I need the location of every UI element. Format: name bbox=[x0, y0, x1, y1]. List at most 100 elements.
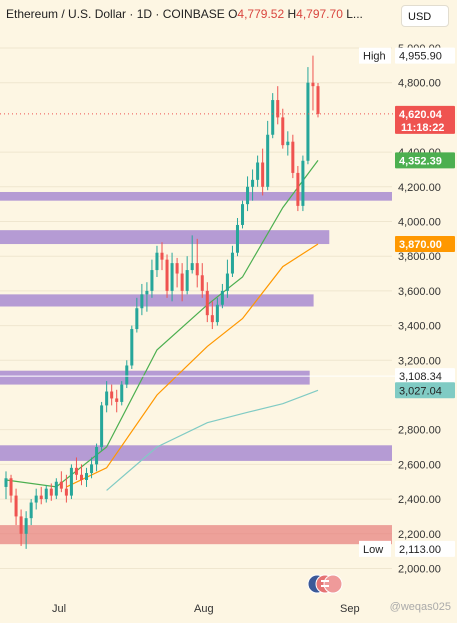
high-badge: 4,955.90 High bbox=[359, 47, 455, 64]
candle bbox=[49, 483, 53, 501]
ema-mid-badge-bg bbox=[395, 236, 455, 253]
candle-body bbox=[69, 467, 73, 496]
candle-body bbox=[225, 273, 229, 291]
candle-body bbox=[85, 473, 89, 480]
price-tick-label: 4,800.00 bbox=[398, 78, 441, 90]
candle-body bbox=[200, 275, 204, 291]
candle bbox=[175, 257, 179, 288]
open-label: O bbox=[228, 7, 238, 21]
candle bbox=[110, 384, 114, 406]
candle-body bbox=[34, 495, 38, 503]
candle bbox=[235, 218, 239, 257]
candle bbox=[125, 360, 129, 389]
ema-long-badge: 3,027.04 bbox=[395, 382, 455, 399]
candle bbox=[215, 297, 219, 326]
price-tick-label: 2,000.00 bbox=[398, 563, 441, 575]
candle bbox=[276, 86, 280, 125]
ema-long-line bbox=[106, 389, 319, 491]
high-badge-label-bg bbox=[359, 47, 391, 64]
candle bbox=[4, 471, 8, 500]
time-axis: Jul Aug Sep bbox=[52, 603, 360, 615]
candle-body bbox=[241, 204, 245, 225]
price-tick-label: 2,200.00 bbox=[398, 529, 441, 541]
candle-body bbox=[120, 384, 124, 402]
candle bbox=[34, 488, 38, 510]
candle bbox=[256, 155, 260, 187]
candle-body bbox=[24, 518, 28, 534]
candle bbox=[296, 165, 300, 212]
candle bbox=[100, 401, 104, 451]
candle-body bbox=[276, 100, 280, 118]
purple-zone bbox=[0, 370, 310, 385]
candle bbox=[271, 93, 275, 139]
time-label: Jul bbox=[52, 603, 66, 615]
candle-body bbox=[29, 502, 33, 519]
candle-body bbox=[165, 259, 169, 291]
candle-body bbox=[170, 263, 174, 291]
candle-body bbox=[301, 160, 305, 206]
candle bbox=[261, 148, 265, 196]
currency-selector[interactable]: USD bbox=[401, 5, 449, 27]
candle-body bbox=[100, 405, 104, 448]
candle bbox=[286, 131, 290, 156]
candle-body bbox=[145, 290, 149, 295]
candle-body bbox=[175, 263, 179, 274]
current-price-badge-value: 4,620.04 bbox=[399, 109, 443, 121]
candle bbox=[79, 464, 83, 486]
level-badge-bg bbox=[395, 368, 455, 385]
candle bbox=[140, 283, 144, 316]
price-tick-label: 3,600.00 bbox=[398, 286, 441, 298]
chart-grid bbox=[0, 47, 392, 569]
candle bbox=[160, 242, 164, 271]
candle-body bbox=[135, 308, 139, 330]
candle bbox=[95, 443, 99, 472]
ema-short-line bbox=[5, 160, 319, 488]
chart-header: Ethereum / U.S. Dollar · 1D · COINBASE O… bbox=[6, 7, 363, 21]
price-tick-label: 4,000.00 bbox=[398, 216, 441, 228]
open-value: 4,779.52 bbox=[237, 7, 285, 21]
candle-body bbox=[185, 270, 189, 291]
ema-mid-badge: 3,870.00 bbox=[395, 236, 455, 253]
candle bbox=[9, 474, 13, 503]
candle bbox=[241, 200, 245, 229]
candle-body bbox=[125, 365, 129, 385]
candle bbox=[150, 259, 154, 298]
candle-body bbox=[311, 82, 315, 87]
candle bbox=[69, 464, 73, 500]
ema-mid-badge-value: 3,870.00 bbox=[399, 239, 442, 251]
candle-body bbox=[291, 141, 295, 173]
ema-short-badge-value: 4,352.39 bbox=[399, 155, 442, 167]
candle-body bbox=[215, 304, 219, 323]
candlesticks bbox=[0, 55, 398, 549]
candle bbox=[251, 169, 255, 201]
candle bbox=[90, 457, 94, 479]
us-flag-icon[interactable] bbox=[307, 574, 343, 594]
ema-long-badge-bg bbox=[395, 382, 455, 399]
candle bbox=[19, 509, 23, 546]
low-truncated: L... bbox=[346, 7, 363, 21]
candle bbox=[24, 511, 28, 549]
symbol-title[interactable]: Ethereum / U.S. Dollar · 1D · COINBASE bbox=[6, 7, 225, 21]
candle-body bbox=[306, 82, 310, 161]
candle bbox=[311, 55, 315, 111]
candle bbox=[170, 252, 174, 302]
candle bbox=[39, 486, 43, 505]
price-tick-label: 3,400.00 bbox=[398, 321, 441, 333]
candle-body bbox=[64, 488, 68, 496]
candle bbox=[29, 499, 33, 526]
price-tick-label: 2,600.00 bbox=[398, 459, 441, 471]
candle-body bbox=[54, 481, 58, 496]
purple-zone bbox=[0, 294, 314, 307]
candle-body bbox=[190, 263, 194, 271]
time-label: Sep bbox=[340, 603, 360, 615]
candle bbox=[190, 235, 194, 274]
ema-short-badge-bg bbox=[395, 152, 455, 169]
candle bbox=[220, 283, 224, 309]
ema-long-badge-value: 3,027.04 bbox=[399, 385, 442, 397]
candle-body bbox=[9, 478, 13, 496]
current-price-badge-bg bbox=[395, 105, 455, 134]
candle-body bbox=[140, 294, 144, 309]
